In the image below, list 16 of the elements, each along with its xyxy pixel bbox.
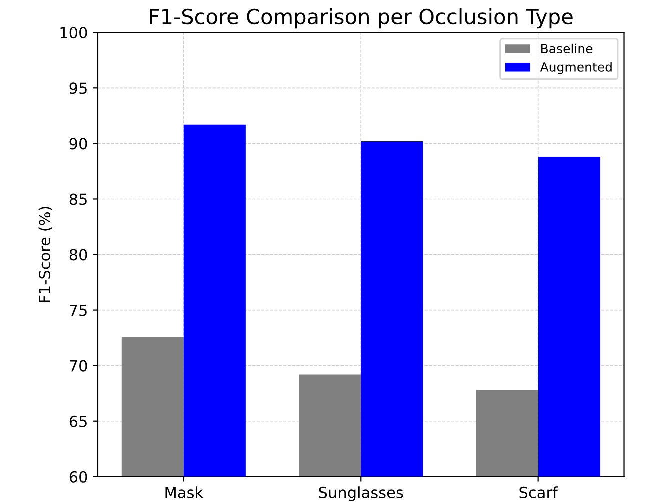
y-tick-label: 100: [60, 27, 88, 39]
y-tick-label: 60: [70, 471, 88, 483]
x-tick-label: Scarf: [520, 486, 558, 498]
y-axis-title: F1-Score (%): [38, 207, 52, 302]
chart-title: F1-Score Comparison per Occlusion Type: [150, 8, 573, 29]
x-tick-label: Mask: [166, 486, 204, 498]
y-tick-label: 70: [70, 360, 88, 372]
legend-label: Baseline: [542, 44, 593, 54]
y-tick-label: 85: [70, 194, 87, 206]
y-tick-label: 80: [70, 249, 88, 261]
y-tick-label: 65: [70, 416, 87, 428]
y-tick-label: 75: [70, 304, 87, 316]
legend-label: Augmented: [540, 62, 612, 74]
y-tick-label: 95: [70, 82, 87, 94]
x-tick-label: Sunglasses: [319, 486, 404, 502]
y-tick-label: 90: [70, 138, 88, 150]
